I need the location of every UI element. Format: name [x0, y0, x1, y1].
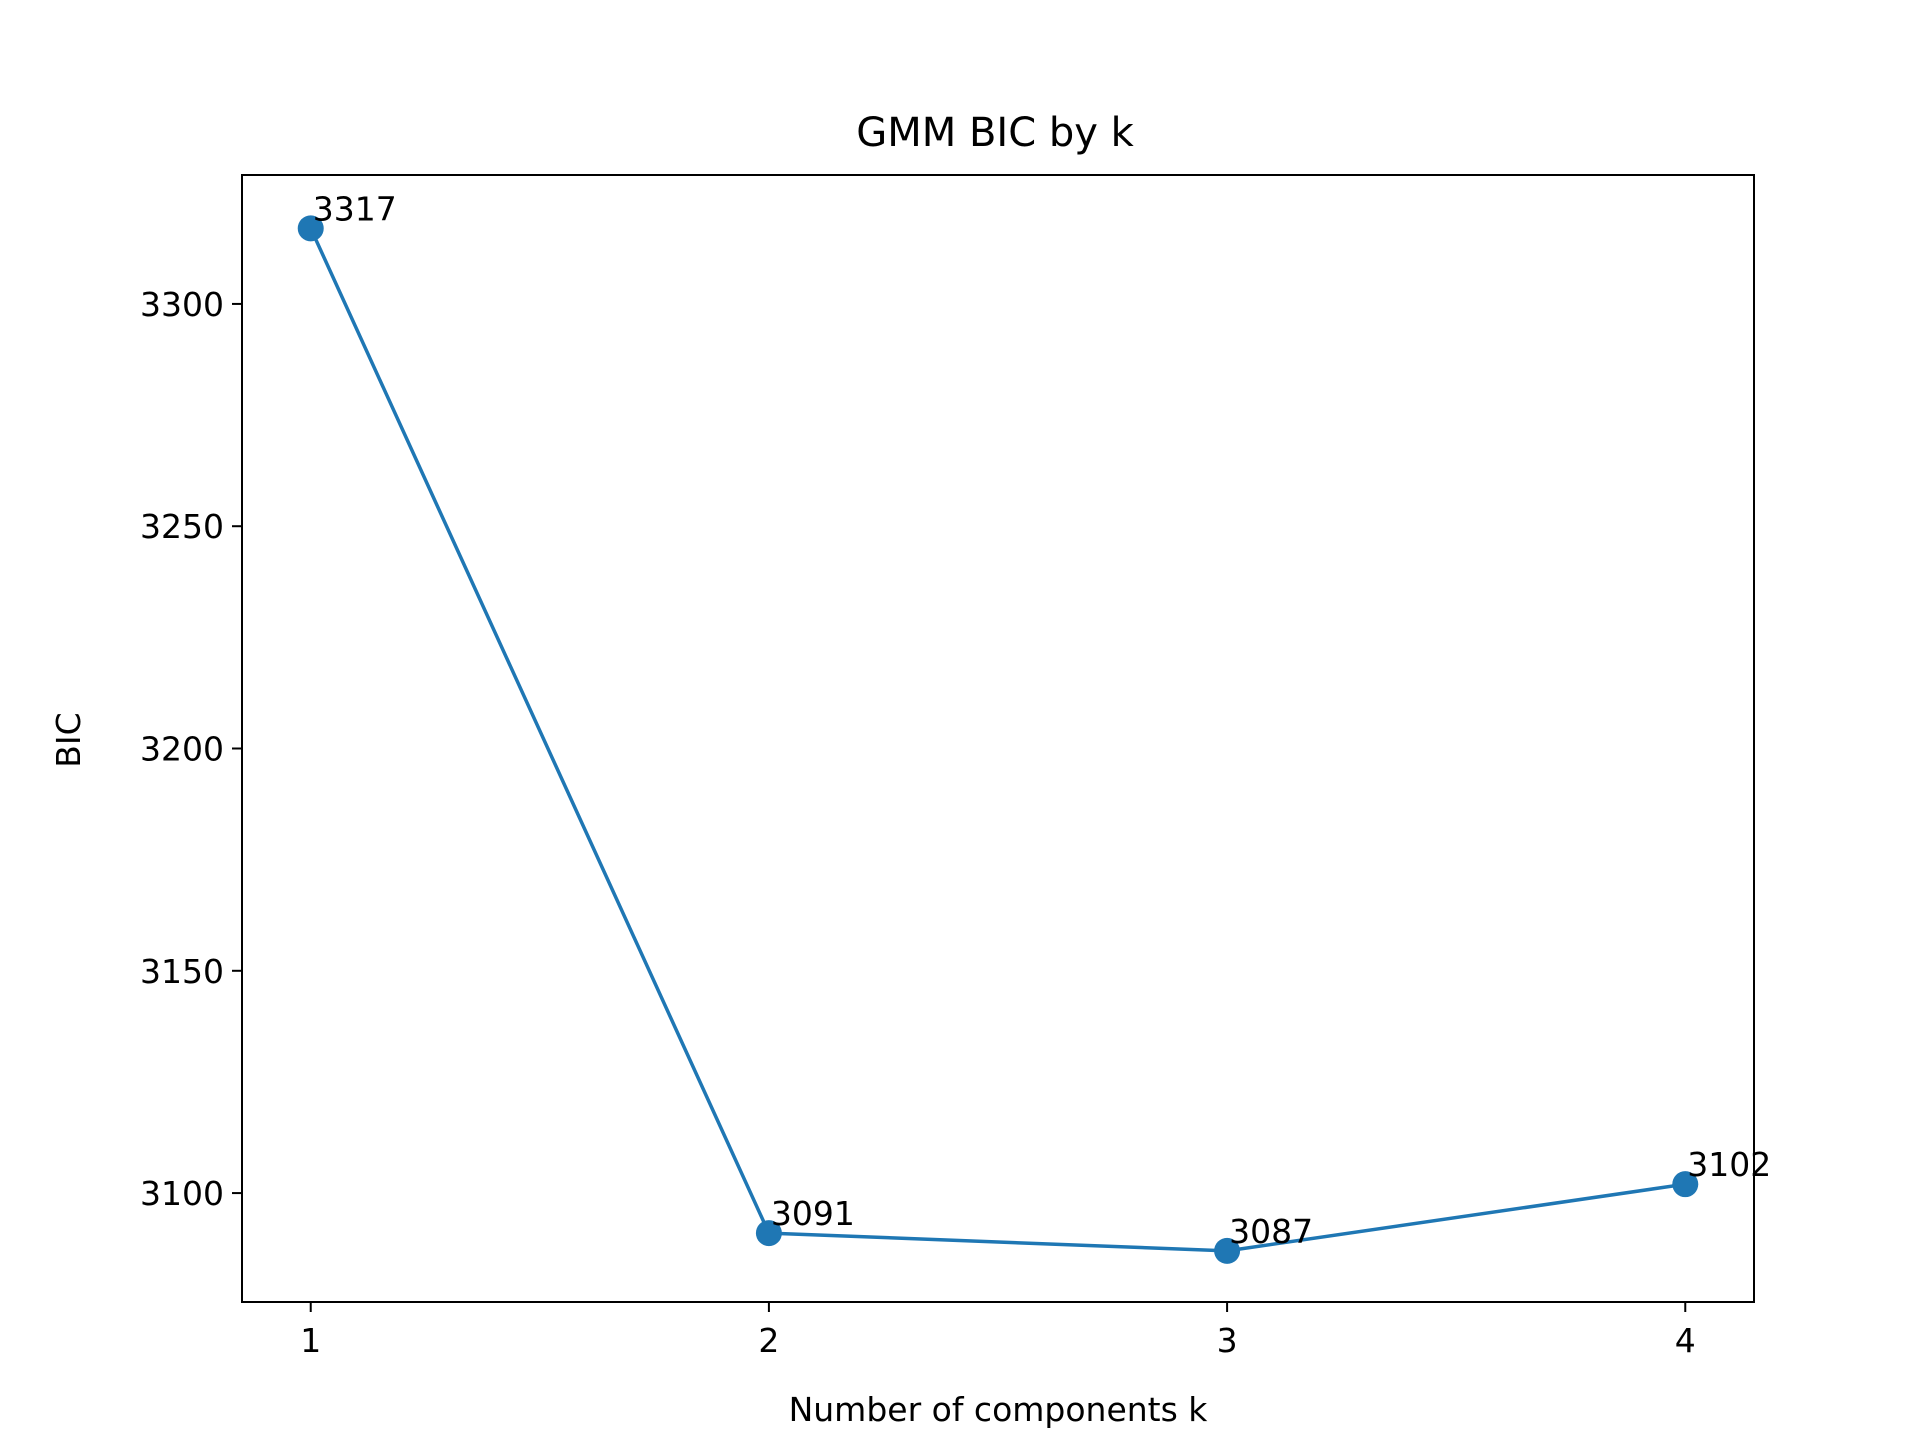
- data-labels: 3317 3091 3087 3102: [313, 189, 1772, 1251]
- x-tick-label: 3: [1217, 1321, 1238, 1360]
- y-tick-label: 3200: [140, 730, 224, 769]
- data-point: [755, 1220, 782, 1247]
- x-axis-label: Number of components k: [789, 1390, 1209, 1429]
- axes-frame: [241, 174, 1755, 1303]
- data-point: [1214, 1237, 1241, 1264]
- data-value-label: 3102: [1687, 1145, 1771, 1184]
- chart-title: GMM BIC by k: [856, 110, 1134, 156]
- y-tick-label: 3300: [140, 285, 224, 324]
- y-axis-ticks: 3100 3150 3200 3250 3300: [140, 285, 242, 1213]
- y-tick-label: 3250: [140, 507, 224, 546]
- y-tick-label: 3150: [140, 952, 224, 991]
- x-tick-label: 1: [300, 1321, 321, 1360]
- x-tick-label: 4: [1675, 1321, 1696, 1360]
- data-value-label: 3087: [1229, 1212, 1313, 1251]
- data-value-label: 3317: [313, 189, 397, 228]
- x-axis-ticks: 1 2 3 4: [300, 1302, 1696, 1360]
- y-tick-label: 3100: [140, 1174, 224, 1213]
- series-line: [309, 227, 1686, 1253]
- x-tick-label: 2: [758, 1321, 779, 1360]
- data-point: [1672, 1171, 1699, 1198]
- data-point: [297, 215, 324, 242]
- y-axis-label: BIC: [49, 712, 88, 767]
- series-group: [297, 215, 1699, 1264]
- data-value-label: 3091: [771, 1194, 855, 1233]
